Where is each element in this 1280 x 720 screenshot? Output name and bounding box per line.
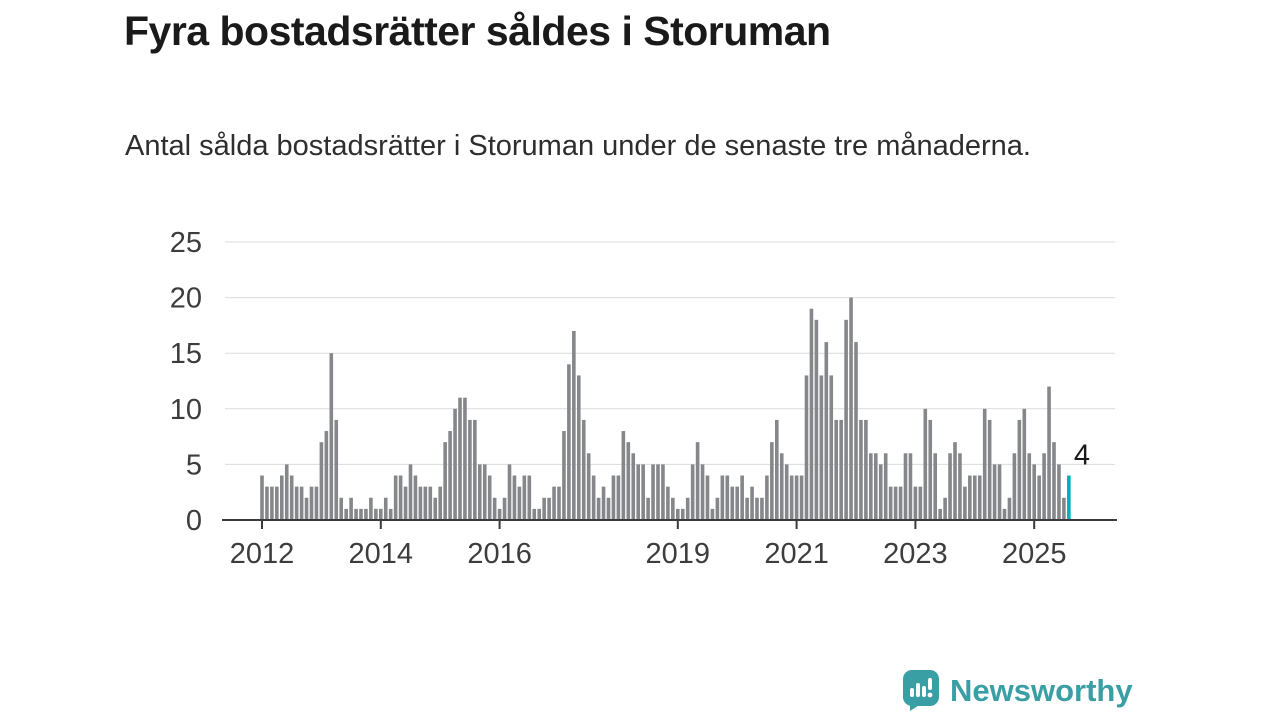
svg-text:2025: 2025 bbox=[1002, 538, 1067, 570]
svg-text:20: 20 bbox=[170, 283, 202, 315]
svg-text:25: 25 bbox=[170, 227, 202, 259]
svg-text:2019: 2019 bbox=[646, 538, 711, 570]
svg-text:15: 15 bbox=[170, 338, 202, 370]
svg-text:2023: 2023 bbox=[883, 538, 948, 570]
svg-text:2021: 2021 bbox=[764, 538, 829, 570]
chart-title: Fyra bostadsrätter såldes i Storuman bbox=[124, 8, 831, 54]
svg-text:5: 5 bbox=[186, 449, 202, 481]
svg-text:4: 4 bbox=[1074, 440, 1090, 472]
chart-subtitle: Antal sålda bostadsrätter i Storuman und… bbox=[125, 130, 1031, 162]
svg-text:0: 0 bbox=[186, 505, 202, 537]
svg-text:2016: 2016 bbox=[467, 538, 532, 570]
newsworthy-logo-text: Newsworthy bbox=[950, 672, 1133, 708]
svg-text:10: 10 bbox=[170, 394, 202, 426]
svg-text:2012: 2012 bbox=[230, 538, 295, 570]
newsworthy-logo-icon bbox=[903, 670, 939, 711]
newsworthy-branding: Newsworthy bbox=[901, 668, 1133, 712]
svg-text:2014: 2014 bbox=[349, 538, 414, 570]
